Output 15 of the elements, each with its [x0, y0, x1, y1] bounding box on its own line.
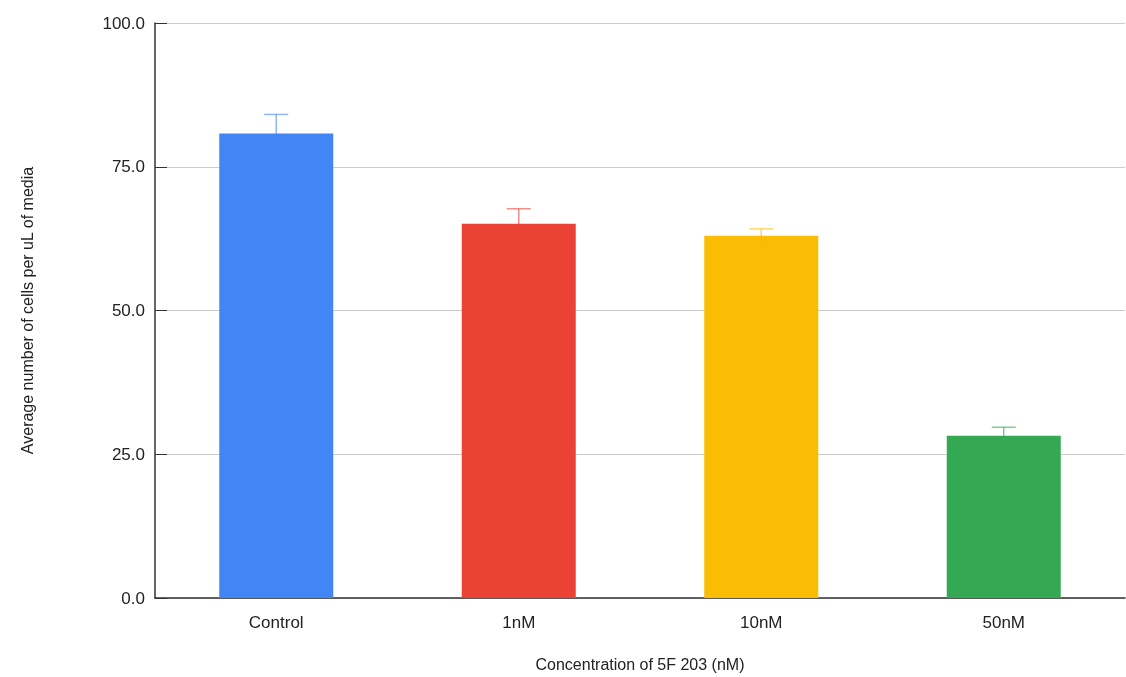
y-tick-label: 0.0 [121, 588, 145, 608]
bar [704, 235, 819, 598]
bar [946, 435, 1061, 598]
bar [461, 223, 576, 598]
x-tick-label: Control [248, 613, 304, 632]
y-axis-title: Average number of cells per uL of media [18, 166, 36, 455]
x-tick-label: 1nM [502, 613, 536, 632]
x-tick-label: 50nM [982, 613, 1026, 632]
y-tick-label: 75.0 [111, 157, 145, 177]
bar [219, 133, 334, 598]
x-axis-title: Concentration of 5F 203 (nM) [535, 655, 745, 673]
y-tick-label: 50.0 [111, 301, 145, 320]
x-tick-label: 10nM [739, 613, 783, 632]
y-tick-label: 25.0 [111, 444, 145, 464]
y-tick-label: 100.0 [102, 13, 145, 33]
